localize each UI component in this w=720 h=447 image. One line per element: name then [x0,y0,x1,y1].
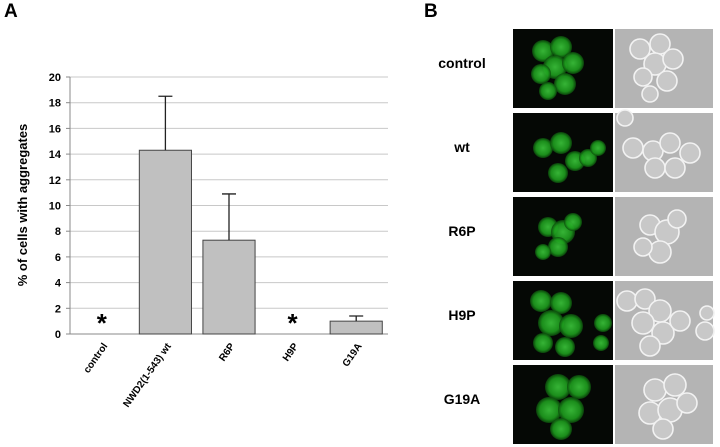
row-label: control [438,55,485,71]
fluorescent-cell [564,213,582,231]
y-tick-label: 2 [55,303,61,315]
brightfield-cell [634,288,656,310]
brightfield-cell [667,209,687,229]
y-tick-label: 20 [49,72,61,84]
brightfield-cell [664,157,686,179]
fluorescent-cell [545,374,571,400]
brightfield-cell [616,109,634,127]
fluorescent-cell [594,314,612,332]
fluorescent-cell [536,397,562,423]
fluorescent-cell [554,73,576,95]
fluorescent-cell [558,397,584,423]
row-label: R6P [448,223,475,239]
y-tick-label: 4 [55,278,62,290]
fluorescent-cell [548,237,568,257]
fluorescent-cell [567,375,591,399]
fluorescent-cell [548,163,568,183]
annotation: * [288,308,299,338]
fluorescent-cell [532,40,554,62]
y-tick-label: 18 [49,98,61,110]
y-tick-label: 10 [49,201,61,213]
y-tick-label: 16 [49,123,61,135]
fluorescent-cell [590,140,606,156]
brightfield-cell [695,321,715,341]
row-label: H9P [448,307,475,323]
panel-label: B [424,1,438,22]
brightfield-cell [699,305,715,321]
x-tick-label: control [82,341,111,375]
brightfield-cell [652,418,674,440]
brightfield-cell [663,373,687,397]
brightfield-cell [644,157,666,179]
x-tick-label: NWD2(1-543) wt [121,341,174,410]
fluorescent-cell [555,337,575,357]
brightfield-cell [633,237,653,257]
x-tick-label: R6P [217,341,237,364]
fluorescent-cell [550,292,572,314]
brightfield-cell [616,290,638,312]
brightfield-cell [633,67,653,87]
bar [138,149,192,335]
row-label: wt [453,139,470,155]
brightfield-cell [656,70,678,92]
brightfield-cell [669,310,691,332]
row-label: G19A [444,391,481,407]
brightfield-cell [639,335,661,357]
fluorescent-cell [593,335,609,351]
brightfield-cell [641,85,659,103]
y-axis-label: % of cells with aggregates [15,124,30,287]
fluorescent-cell [550,132,572,154]
fluorescent-cell [550,418,572,440]
bar [202,239,256,335]
brightfield-cell [631,311,655,335]
y-tick-label: 14 [49,149,62,161]
brightfield-cell [679,142,701,164]
annotation: * [97,308,108,338]
brightfield-cell [676,392,698,414]
fluorescent-cell [538,310,564,336]
fluorescent-cell [533,333,553,353]
y-tick-label: 6 [55,252,61,264]
bar [329,320,383,335]
panel-label: A [4,1,18,22]
error-bar [222,193,236,241]
error-bar [158,95,173,151]
fluorescent-cell [531,64,551,84]
fluorescent-cell [550,36,572,58]
brightfield-cell [643,378,667,402]
brightfield-cell [629,38,651,60]
fluorescent-cell [533,138,553,158]
y-tick-label: 8 [55,226,61,238]
brightfield-cell [659,132,681,154]
brightfield-cell [662,48,684,70]
fluorescent-cell [562,52,584,74]
x-tick-label: H9P [281,341,301,364]
brightfield-cell [622,137,644,159]
y-tick-label: 0 [55,329,61,341]
error-bar [349,315,364,322]
fluorescent-cell [559,314,583,338]
fluorescent-cell [530,290,552,312]
x-tick-label: G19A [341,341,365,369]
fluorescent-cell [539,82,557,100]
fluorescent-cell [535,244,551,260]
y-tick-label: 12 [49,175,61,187]
